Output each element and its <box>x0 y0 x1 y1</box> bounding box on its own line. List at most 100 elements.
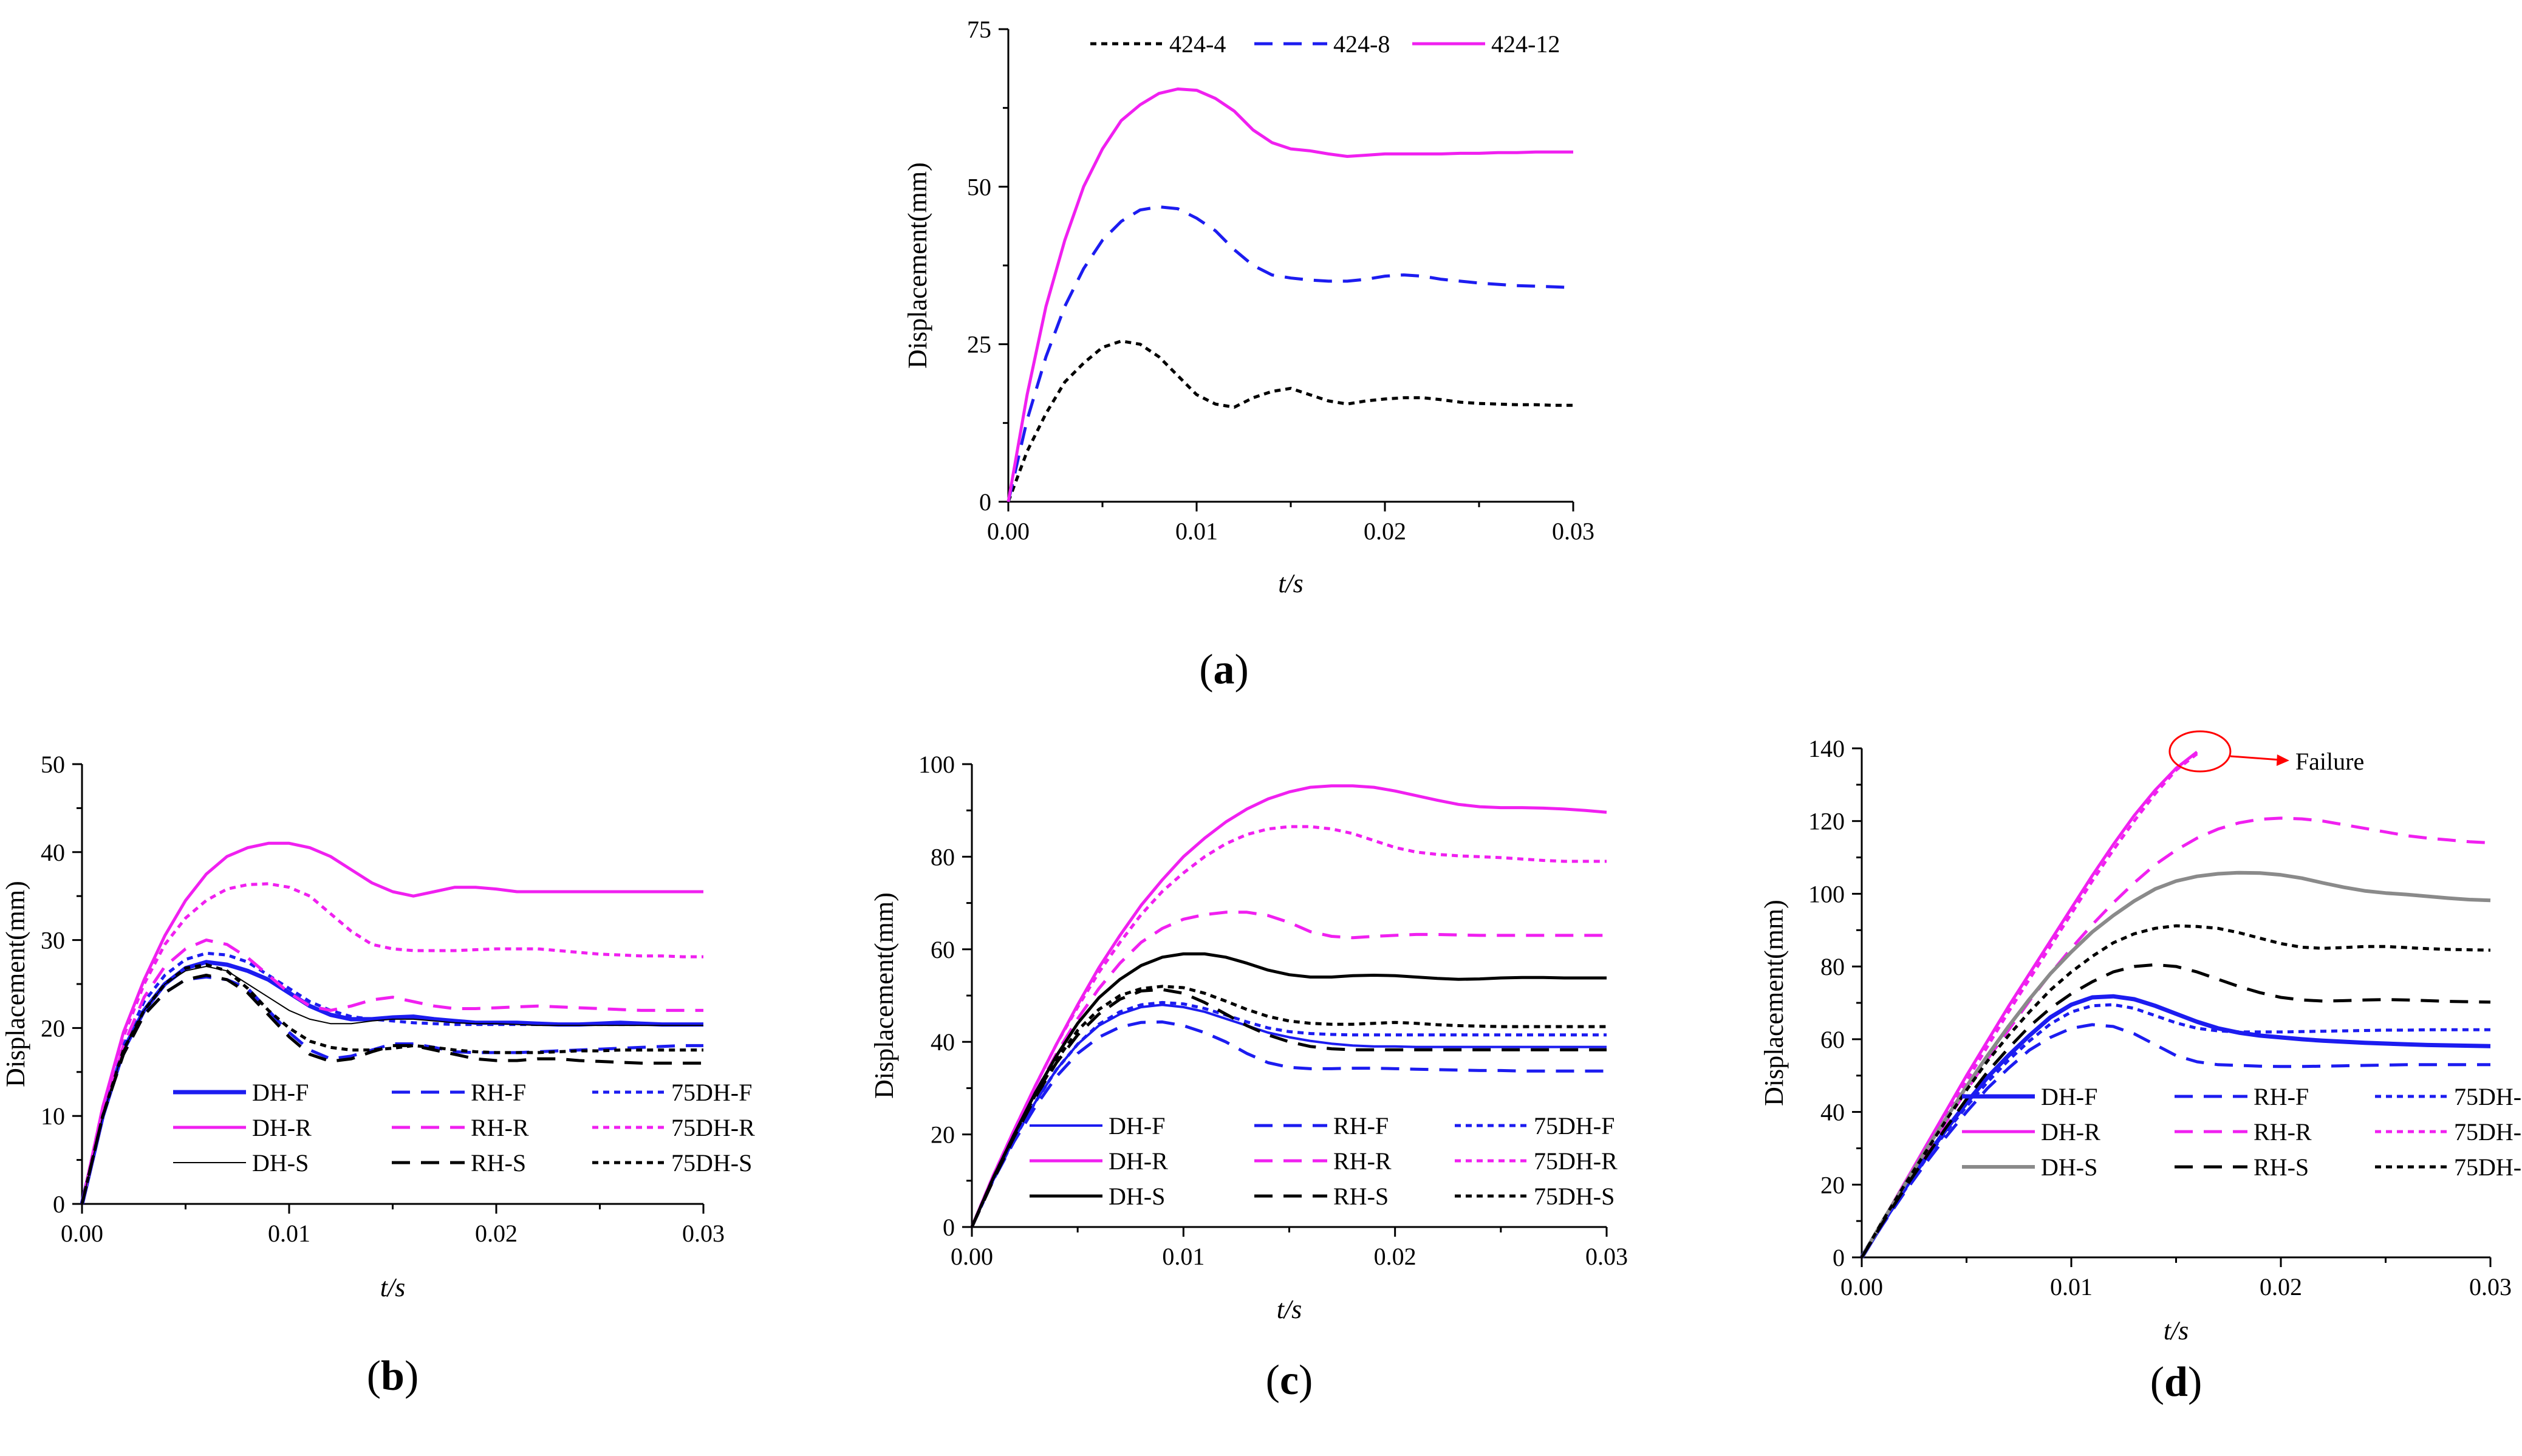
x-axis-label: t/s <box>1278 569 1304 598</box>
panel-label-letter: d <box>2164 1359 2188 1406</box>
y-tick-label: 0 <box>943 1214 955 1241</box>
series-line-75dh-s <box>80 963 703 1205</box>
y-tick-label: 50 <box>967 173 991 200</box>
legend-label: RH-S <box>471 1149 526 1177</box>
series-line-rh-s <box>1860 963 2491 1259</box>
x-tick-label: 0.02 <box>1364 518 1406 545</box>
y-tick-label: 30 <box>41 927 65 954</box>
series-line-dh-s <box>81 966 703 1205</box>
legend-label: 75DH-F <box>1534 1112 1615 1140</box>
panel-d: 0.00 0.01 0.02 0.03 0 20 40 60 80 100 120 140 t/s Dis… <box>1759 730 2522 1406</box>
y-tick-label: 120 <box>1808 808 1845 835</box>
y-tick-label: 0 <box>53 1191 65 1218</box>
legend-label: 75DH-S <box>671 1149 752 1177</box>
series-line-rh-s <box>970 988 1607 1228</box>
y-axis-label: Displacement(mm) <box>1 881 30 1087</box>
x-tick-label: 0.00 <box>951 1243 993 1270</box>
legend: DH-F RH-F 75DH-F DH-R RH-R 75DH-R DH-S RH-S 75DH… <box>173 1079 755 1177</box>
legend-label: 75DH-S <box>1534 1183 1615 1210</box>
series-line-75dh-s <box>970 985 1607 1228</box>
series-line-rh-s <box>80 974 703 1205</box>
series-line-rh-f <box>80 975 703 1205</box>
legend-label: RH-S <box>1333 1183 1389 1210</box>
legend-label: 424-12 <box>1491 30 1560 58</box>
series-line-rh-f <box>1860 1023 2490 1259</box>
series-line-75dh-f <box>80 951 703 1205</box>
x-tick-label: 0.03 <box>2469 1273 2512 1300</box>
series-line-424-4 <box>1006 340 1573 502</box>
series-line-rh-r <box>970 911 1607 1228</box>
legend-label: RH-F <box>1333 1112 1389 1140</box>
x-axis-label: t/s <box>1277 1294 1302 1324</box>
legend-label: DH-R <box>2041 1118 2100 1146</box>
series-line-dh-s <box>1860 870 2491 1259</box>
panel-label: (c) <box>1266 1357 1313 1404</box>
panel-label-letter: c <box>1280 1357 1299 1404</box>
x-tick-label: 0.02 <box>1374 1243 1416 1270</box>
series-line-75dh-f <box>970 1000 1607 1228</box>
series-line-dh-f <box>1860 994 2491 1259</box>
legend-label: DH-S <box>2041 1154 2097 1181</box>
y-tick-label: 50 <box>41 751 65 778</box>
series-line-dh-s <box>970 952 1607 1228</box>
legend-label: RH-F <box>471 1079 526 1106</box>
series-line-75dh-r <box>970 825 1607 1228</box>
y-tick-label: 140 <box>1808 735 1845 762</box>
legend-label: DH-S <box>1109 1183 1165 1210</box>
panel-label: (d) <box>2150 1359 2202 1406</box>
y-tick-label: 100 <box>1808 880 1845 907</box>
legend-label: DH-S <box>252 1149 309 1177</box>
legend-label: 424-4 <box>1169 30 1226 58</box>
legend-label: RH-R <box>1333 1147 1392 1175</box>
y-tick-label: 80 <box>1820 953 1845 980</box>
failure-circle <box>2168 730 2232 773</box>
legend: DH-F RH-F 75DH-F DH-R RH-R 75DH-R DH-S RH-S 75DH… <box>1030 1112 1618 1210</box>
y-tick-label: 80 <box>931 843 955 870</box>
y-tick-label: 25 <box>967 331 991 358</box>
legend-label: DH-F <box>252 1079 309 1106</box>
panel-label-open: ( <box>2150 1359 2164 1406</box>
legend-label: 75DH-F <box>2454 1083 2522 1110</box>
y-tick-label: 40 <box>931 1028 955 1056</box>
series-line-75dh-s <box>1860 924 2491 1259</box>
panel-c: 0.00 0.01 0.02 0.03 0 20 40 60 80 100 t/s Displacem… <box>869 751 1628 1404</box>
y-axis-label: Displacement(mm) <box>903 162 932 369</box>
x-tick-label: 0.03 <box>1585 1243 1628 1270</box>
legend-label: 75DH-S <box>2454 1154 2522 1181</box>
y-tick-label: 60 <box>1820 1026 1845 1053</box>
y-axis-label: Displacement(mm) <box>869 892 899 1099</box>
y-tick-label: 20 <box>931 1121 955 1149</box>
x-tick-label: 0.02 <box>2260 1273 2302 1300</box>
x-axis-label: t/s <box>380 1273 406 1302</box>
panel-label-letter: b <box>381 1353 405 1400</box>
legend-label: DH-R <box>1109 1147 1168 1175</box>
panel-label-open: ( <box>367 1353 381 1400</box>
x-tick-label: 0.02 <box>475 1220 518 1247</box>
y-tick-label: 0 <box>979 488 991 516</box>
legend-label: 75DH-R <box>2454 1118 2522 1146</box>
x-tick-label: 0.01 <box>1162 1243 1205 1270</box>
y-tick-label: 100 <box>918 751 955 778</box>
series-line-rh-f <box>970 1020 1607 1228</box>
x-tick-label: 0.00 <box>1840 1273 1883 1300</box>
legend-label: 424-8 <box>1333 30 1390 58</box>
y-axis-label: Displacement(mm) <box>1759 900 1789 1106</box>
panel-label-letter: a <box>1214 646 1235 693</box>
panel-label: (a) <box>1199 646 1249 693</box>
panel-label-close: ) <box>1235 646 1249 693</box>
legend-label: 75DH-R <box>671 1114 755 1141</box>
legend: DH-F RH-F 75DH-F DH-R RH-R 75DH-R DH-S RH-S 75DH… <box>1962 1083 2522 1181</box>
legend: 424-4 424-8 424-12 <box>1090 30 1560 58</box>
y-tick-label: 20 <box>41 1014 65 1042</box>
x-tick-label: 0.01 <box>2050 1273 2093 1300</box>
y-tick-label: 40 <box>1820 1099 1845 1126</box>
failure-arrow-head <box>2276 754 2289 766</box>
x-tick-label: 0.03 <box>682 1220 725 1247</box>
failure-label: Failure <box>2295 748 2364 775</box>
panel-b: 0.00 0.01 0.02 0.03 0 10 20 30 40 50 t/s Displaceme… <box>1 751 755 1400</box>
legend-label: RH-R <box>2254 1118 2312 1146</box>
x-tick-label: 0.00 <box>987 518 1030 545</box>
legend-label: DH-F <box>2041 1083 2097 1110</box>
x-tick-label: 0.01 <box>268 1220 310 1247</box>
